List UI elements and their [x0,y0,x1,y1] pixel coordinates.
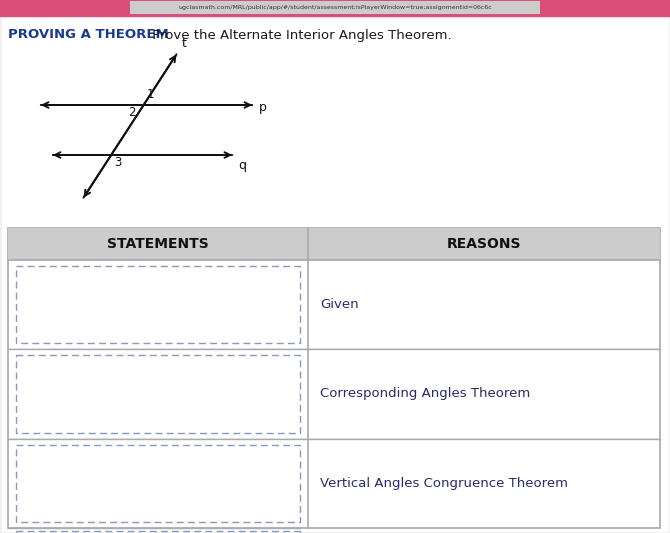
Bar [16,445,300,522]
Text: Corresponding Angles Theorem: Corresponding Angles Theorem [320,387,530,400]
Text: REASONS: REASONS [447,237,521,251]
Text: Prove the Alternate Interior Angles Theorem.: Prove the Alternate Interior Angles Theo… [148,28,452,42]
Text: q: q [238,158,246,172]
Bar [8,228,660,528]
Text: p: p [259,101,267,114]
Text: t: t [182,37,187,50]
Text: PROVING A THEOREM: PROVING A THEOREM [8,28,169,42]
Text: ugclasmath.com/MRL/public/app/#/student/assessment;isPlayerWindow=true;assignmen: ugclasmath.com/MRL/public/app/#/student/… [178,5,492,11]
Bar [9,440,659,527]
Bar [0,0,670,16]
Bar [9,350,659,438]
Text: 2: 2 [129,107,136,119]
Text: Vertical Angles Congruence Theorem: Vertical Angles Congruence Theorem [320,477,568,490]
Text: STATEMENTS: STATEMENTS [107,237,209,251]
Bar [16,356,300,433]
Text: 1: 1 [147,88,154,101]
Bar [130,1,540,14]
Bar [8,228,660,260]
Bar [9,261,659,349]
Text: 3: 3 [114,157,121,169]
Text: Given: Given [320,298,358,311]
Bar [16,266,300,343]
